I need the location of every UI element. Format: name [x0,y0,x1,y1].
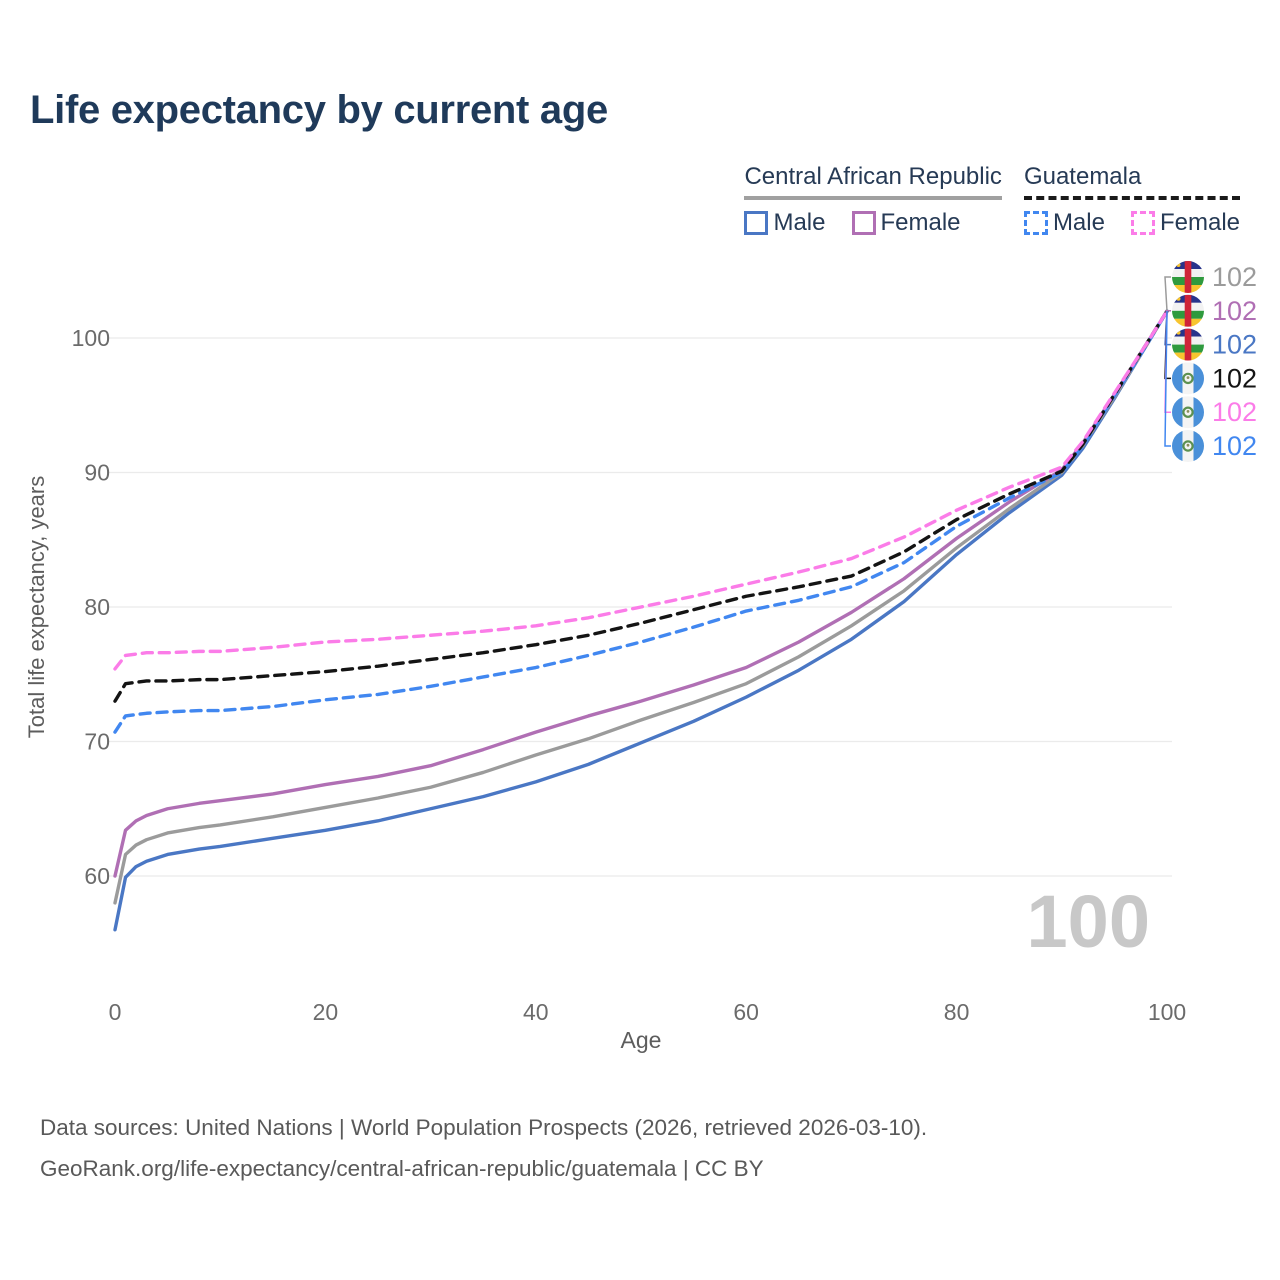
x-tick-0: 0 [109,999,122,1025]
legend-marker-gt-male [1023,211,1048,235]
end-label-gt-all: 102 [1212,363,1257,393]
y-tick-80: 80 [84,594,110,620]
x-axis-title: Age [621,1027,662,1053]
legend: Central African Republic Male Female Gua… [744,163,1240,237]
guatemala-flag-icon [1172,430,1204,462]
age-watermark: 100 [1027,880,1150,963]
line-car-female [113,309,1169,878]
legend-country-central-african-republic[interactable]: Central African Republic [744,163,1002,200]
central-african-republic-flag-icon [1172,328,1204,361]
y-tick-70: 70 [84,729,110,755]
central-african-republic-flag-icon [1172,261,1204,293]
legend-label-gt-female: Female [1159,209,1240,236]
legend-label-car-female: Female [880,209,961,236]
legend-marker-car-male [744,211,769,235]
leader-car-all [1164,276,1171,312]
end-label-car-all: 102 [1212,262,1257,292]
x-tick-60: 60 [733,999,759,1025]
legend-label-car-male: Male [773,209,826,236]
attribution-line: GeoRank.org/life-expectancy/central-afri… [40,1156,764,1181]
y-axis-title: Total life expectancy, years [24,476,49,739]
x-tick-100: 100 [1148,999,1186,1025]
legend-marker-car-female [851,211,876,235]
end-label-car-female: 102 [1212,296,1257,326]
page-title: Life expectancy by current age [30,88,608,132]
legend-item-gt-male[interactable]: Male [1023,209,1105,237]
line-gt-male [113,309,1169,734]
legend-group-guatemala: Guatemala Male Female [1023,163,1240,237]
line-car-male [113,309,1169,932]
legend-items-central-african-republic: Male Female [744,209,1001,237]
guatemala-flag-icon [1172,396,1204,429]
guatemala-flag-icon [1172,362,1204,395]
x-tick-20: 20 [313,999,339,1025]
line-car-all [113,309,1169,905]
legend-item-car-male[interactable]: Male [744,209,826,237]
central-african-republic-flag-icon [1172,294,1204,327]
y-tick-90: 90 [84,460,110,486]
leader-gt-male [1164,310,1171,447]
line-gt-female [113,309,1169,671]
legend-country-guatemala[interactable]: Guatemala [1023,163,1240,200]
end-label-gt-male: 102 [1212,431,1257,461]
line-chart: 100 60 70 80 90 100 0 20 40 60 80 100 Age Total life … [24,261,1257,1053]
line-gt-all [113,309,1169,703]
legend-item-gt-female[interactable]: Female [1130,209,1240,237]
y-tick-60: 60 [84,863,110,889]
legend-item-car-female[interactable]: Female [851,209,961,237]
y-tick-100: 100 [72,325,110,351]
legend-items-guatemala: Male Female [1023,209,1240,237]
x-tick-40: 40 [523,999,549,1025]
end-label-gt-female: 102 [1212,397,1257,427]
x-tick-80: 80 [944,999,970,1025]
legend-label-gt-male: Male [1052,209,1105,236]
data-sources-line: Data sources: United Nations | World Pop… [40,1115,928,1140]
end-label-car-male: 102 [1212,330,1257,360]
legend-group-central-african-republic: Central African Republic Male Female [744,163,1002,237]
legend-marker-gt-female [1130,211,1155,235]
footer: Data sources: United Nations | World Pop… [40,1107,927,1189]
